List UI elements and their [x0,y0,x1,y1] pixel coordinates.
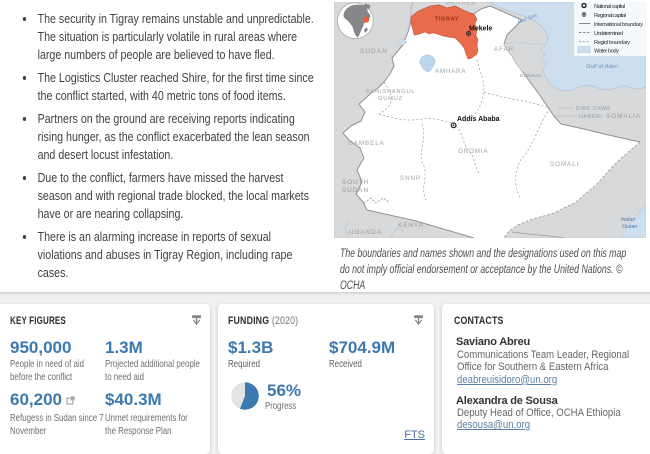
svg-text:Gulf of Aden: Gulf of Aden [586,64,618,70]
svg-text:Addis Ababa: Addis Ababa [457,116,500,123]
svg-text:KENYA: KENYA [398,222,424,229]
svg-text:Undetermined: Undetermined [594,31,623,37]
svg-text:SOUTH: SOUTH [342,179,369,186]
svg-text:GAMBELA: GAMBELA [348,140,385,147]
svg-text:DJIBOUTI: DJIBOUTI [520,73,542,78]
svg-text:Ocean: Ocean [622,224,637,230]
svg-text:GUMUZ: GUMUZ [378,96,403,102]
svg-text:AMHARA: AMHARA [435,68,466,75]
svg-text:ERITREA: ERITREA [446,2,476,7]
svg-text:HARERI: HARERI [579,114,602,120]
svg-text:SOMALIA: SOMALIA [606,113,641,120]
svg-text:Indian: Indian [621,217,635,223]
svg-text:TIGRAY: TIGRAY [435,17,459,23]
svg-text:UGANDA: UGANDA [349,229,382,236]
svg-text:SUDAN: SUDAN [360,48,388,55]
svg-text:SUDAN: SUDAN [342,187,369,194]
svg-text:SNNP: SNNP [400,175,421,182]
svg-text:International boundary: International boundary [594,22,643,28]
svg-text:OROMIA: OROMIA [458,148,488,155]
svg-text:Regiol boundary: Regiol boundary [594,40,630,46]
svg-text:SOMALI: SOMALI [550,161,579,168]
svg-text:DIRE DAWA: DIRE DAWA [576,106,611,112]
svg-text:Water body: Water body [594,49,619,55]
svg-text:Mekele: Mekele [469,26,492,33]
svg-text:National capital: National capital [594,4,625,10]
svg-text:Regional capital: Regional capital [594,13,626,19]
svg-text:BENISHANGUL: BENISHANGUL [366,89,415,95]
svg-text:AFAR: AFAR [494,46,514,53]
